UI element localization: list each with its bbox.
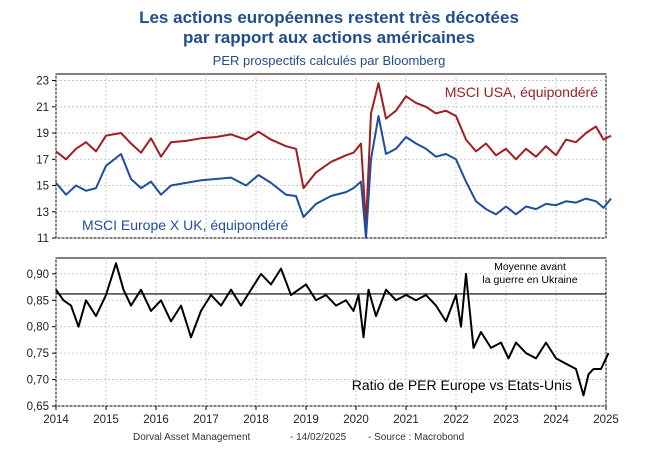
series-line-ratio bbox=[55, 262, 610, 397]
xtick-label-2022: 2022 bbox=[443, 414, 469, 426]
top-ytick-label-5: 21 bbox=[36, 102, 49, 114]
xtick-label-2025: 2025 bbox=[593, 414, 619, 426]
xtick-label-2024: 2024 bbox=[543, 414, 569, 426]
legend-usa: MSCI USA, équipondéré bbox=[445, 84, 599, 100]
top-panel: 11 13 15 17 19 21 23 MSCI USA, équipondéré MSCI … bbox=[36, 73, 612, 245]
series-line-europe bbox=[55, 115, 612, 239]
reference-label-line1: Moyenne avant bbox=[494, 261, 566, 273]
bottom-ytick-label-0: 0,65 bbox=[27, 401, 49, 413]
footer-date: - 14/02/2025 bbox=[290, 432, 347, 443]
top-ytick-label-3: 17 bbox=[36, 154, 49, 166]
bottom-panel: 0,65 0,70 0,75 0,80 0,85 0,90 Moyenne avantla … bbox=[27, 257, 610, 413]
xtick-label-2016: 2016 bbox=[143, 414, 169, 426]
footer-org: Dorval Asset Management bbox=[133, 432, 251, 443]
bottom-ytick-label-5: 0,90 bbox=[27, 269, 49, 281]
bottom-ytick-label-3: 0,80 bbox=[27, 322, 49, 334]
xtick-label-2017: 2017 bbox=[193, 414, 219, 426]
series-line-usa bbox=[55, 82, 612, 226]
chart-title-line2: par rapport aux actions américaines bbox=[183, 28, 475, 47]
bottom-ytick-label-4: 0,85 bbox=[27, 295, 49, 307]
legend-europe: MSCI Europe X UK, équipondéré bbox=[82, 217, 288, 233]
footer-source: - Source : Macrobond bbox=[368, 432, 465, 443]
top-ytick-label-1: 13 bbox=[36, 207, 49, 219]
chart-subtitle: PER prospectifs calculés par Bloomberg bbox=[212, 53, 446, 68]
bottom-ytick-label-1: 0,70 bbox=[27, 375, 49, 387]
bottom-ytick-label-2: 0,75 bbox=[27, 348, 49, 360]
top-ytick-label-4: 19 bbox=[36, 128, 49, 140]
top-ytick-label-6: 23 bbox=[36, 76, 49, 88]
reference-label-line2: la guerre en Ukraine bbox=[482, 274, 577, 286]
xtick-label-2019: 2019 bbox=[293, 414, 319, 426]
x-axis: 2014 2015 2016 2017 2018 2019 2020 2021 2022 2023… bbox=[43, 406, 619, 426]
top-ytick-label-2: 15 bbox=[36, 181, 49, 193]
chart-title-line1: Les actions européennes restent très déc… bbox=[139, 8, 519, 27]
top-ytick-label-0: 11 bbox=[37, 233, 49, 245]
xtick-label-2021: 2021 bbox=[393, 414, 419, 426]
xtick-label-2014: 2014 bbox=[43, 414, 69, 426]
xtick-label-2023: 2023 bbox=[493, 414, 519, 426]
legend-ratio: Ratio de PER Europe vs Etats-Unis bbox=[352, 377, 572, 393]
xtick-label-2020: 2020 bbox=[343, 414, 369, 426]
xtick-label-2015: 2015 bbox=[93, 414, 119, 426]
xtick-label-2018: 2018 bbox=[243, 414, 269, 426]
